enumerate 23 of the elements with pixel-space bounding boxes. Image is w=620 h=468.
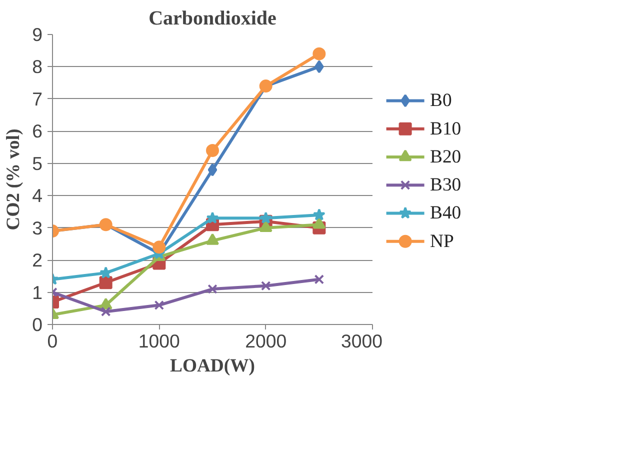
x-tick-label: 0: [47, 330, 58, 352]
legend-label: B0: [430, 90, 452, 112]
y-tick-label: 5: [32, 152, 43, 174]
legend-label: B10: [430, 118, 462, 140]
y-tick-label: 8: [32, 56, 43, 78]
y-axis-title: CO2 (% vol): [3, 128, 24, 230]
y-tick-label: 6: [32, 120, 43, 142]
y-tick-label: 7: [32, 88, 43, 110]
y-tick-label: 2: [32, 250, 43, 271]
x-tick-label: 3000: [340, 330, 383, 352]
y-tick-label: 3: [32, 217, 43, 238]
y-tick-label: 0: [32, 314, 43, 335]
x-axis-title: LOAD(W): [170, 356, 255, 376]
x-tick-label: 1000: [138, 330, 180, 352]
legend-label: B30: [430, 174, 462, 196]
legend-label: NP: [430, 230, 454, 252]
y-tick-label: 4: [32, 185, 43, 206]
y-tick-label: 9: [32, 24, 43, 45]
chart-title: Carbondioxide: [148, 8, 277, 30]
y-tick-label: 1: [32, 282, 43, 303]
legend-label: B40: [430, 202, 462, 224]
x-tick-label: 2000: [245, 330, 287, 352]
legend-label: B20: [430, 146, 462, 168]
